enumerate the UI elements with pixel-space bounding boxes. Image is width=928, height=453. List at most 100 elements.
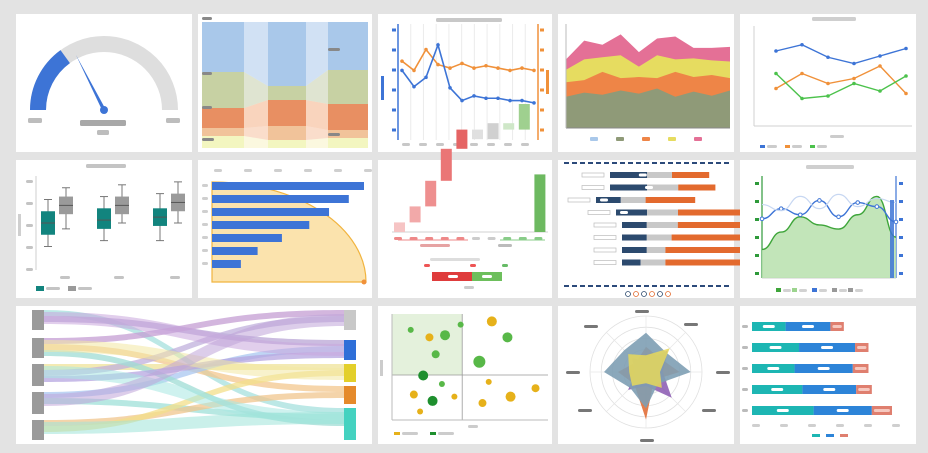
legend-label [783,289,791,292]
legend-swatch [430,432,436,435]
legend-swatch [840,434,848,437]
bar [212,208,330,216]
y-tick-label-left [392,88,396,92]
data-point [412,84,416,89]
x-tick-label [304,169,312,172]
y-tick-label-right [540,108,544,112]
waterfall-bar [440,148,452,181]
y-tick-label [202,184,208,187]
gauge-tile [16,14,192,152]
legend-swatch [848,288,853,292]
y-tick-label [742,346,748,349]
value-label [588,236,597,239]
y-tick-label [202,210,208,213]
flow-band [306,100,328,130]
sankey-link [44,366,344,424]
y-tick-label [202,223,208,226]
waterfall-tile [378,104,552,298]
flow-band [244,72,268,108]
x-tick-label [808,424,816,427]
axis-label [328,48,340,51]
x-tick-label [504,143,512,146]
legend-swatch [760,145,765,148]
polar-axis-label [584,325,598,328]
bar-segment-grey [646,247,666,253]
waterfall-bar [409,206,421,223]
data-point [436,43,440,47]
legend-label [46,287,60,290]
data-point [797,212,803,218]
x-tick-label [274,169,282,172]
data-point [904,74,908,78]
flow-band [244,136,268,148]
y-tick-label-left [392,68,396,72]
y-tick-label-right [899,182,903,185]
sankey-link [44,316,344,376]
sankey-link [44,314,344,406]
value-label [638,173,647,177]
sankey-target-node [344,408,356,440]
bubble-point [431,350,440,359]
line-area-tile [740,160,916,298]
value-label [802,325,814,328]
value-label [620,211,628,214]
bar [212,221,310,229]
legend-marker [657,291,663,297]
flow-band [244,126,268,140]
x-tick-label [402,143,410,146]
polar-axis-label [635,310,649,313]
diverging-bar-tile-bg [558,160,734,298]
y-axis-title-right [546,70,549,94]
sankey-target-node [344,386,356,404]
sankey-target-node [344,364,356,382]
y-tick-label-left [392,108,396,112]
data-point [448,66,452,70]
legend-swatch [812,434,820,437]
stacked-segment [328,70,368,104]
y-tick-label-right [899,200,903,203]
data-point [496,96,500,101]
bubble-point [457,321,464,328]
x-tick-label [892,424,900,427]
value-label [821,346,834,349]
data-point [472,94,476,98]
bar-segment-orange [645,197,696,203]
bubble-point [451,393,458,400]
legend-label [799,289,807,292]
value-label [582,248,591,252]
bar-segment-grey [646,234,672,241]
y-tick-label-right [899,272,903,275]
x-tick-label [419,143,427,146]
x-tick-label [170,276,180,279]
data-point [472,66,476,70]
polar-axis-label [566,371,580,374]
data-point [826,55,830,60]
row-label [587,210,611,215]
sankey-tile [16,306,372,444]
stacked-area-tile [558,14,734,152]
bar-segment-navy [622,259,641,266]
bar-segment-orange [678,209,740,216]
bubble-point [427,395,438,406]
data-point [800,71,804,76]
sankey-source-node [32,338,44,358]
series-line-orange [775,65,907,94]
data-point [852,76,856,81]
y-tick-label-right [540,48,544,52]
data-point [852,81,856,86]
legend-marker [649,291,655,297]
legend-label [817,145,827,148]
y-tick-label-left [755,236,759,239]
value-label [645,186,653,189]
bubble-point [425,333,434,342]
waterfall-bar [472,129,483,140]
y-tick-label [202,197,208,200]
legend-swatch [642,137,650,141]
data-point [532,68,536,73]
area-olive [566,88,730,128]
y-tick-label [202,236,208,239]
gauge-value-label [80,120,126,126]
bubble-point [407,326,414,333]
x-axis-title [830,135,844,138]
data-point [893,219,899,225]
